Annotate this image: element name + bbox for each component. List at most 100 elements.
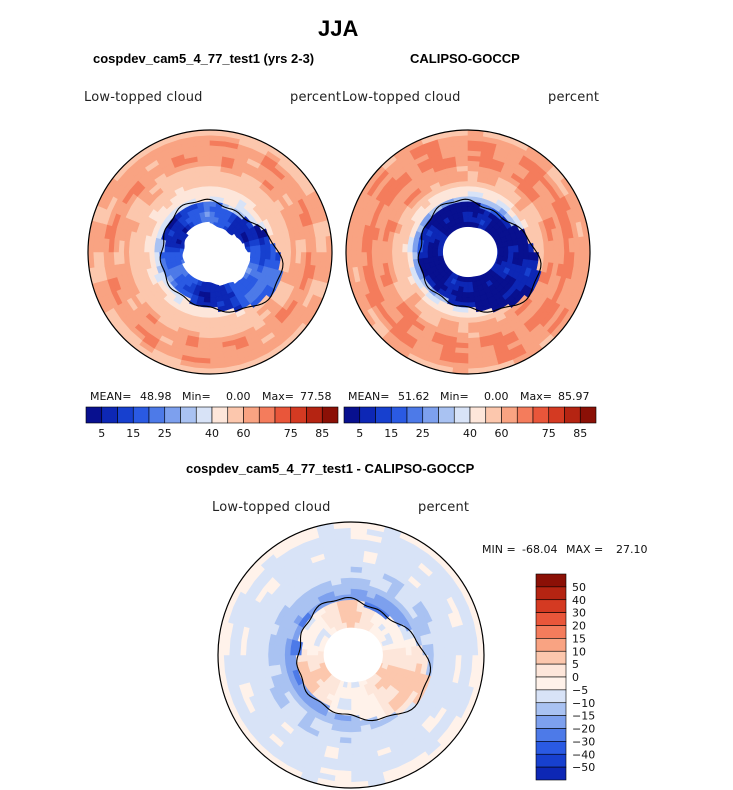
colorbar-swatch xyxy=(535,741,567,755)
colorbar-tick-label: 40 xyxy=(205,427,219,440)
field-cell xyxy=(400,654,407,663)
field-cell xyxy=(203,205,211,212)
field-cell xyxy=(153,244,160,253)
field-cell xyxy=(518,244,525,253)
field-cell xyxy=(200,317,211,324)
field-cell xyxy=(267,654,275,667)
field-cell xyxy=(343,599,352,606)
field-cell xyxy=(260,251,267,260)
colorbar-swatch xyxy=(406,406,424,424)
colorbar-tick-label: 5 xyxy=(356,427,363,440)
field-cell xyxy=(459,307,469,314)
field-cell xyxy=(350,720,361,728)
field-cell xyxy=(467,297,475,304)
panel-a-title: cospdev_cam5_4_77_test1 (yrs 2-3) xyxy=(93,51,315,66)
field-cell xyxy=(346,621,352,628)
field-cell xyxy=(138,251,145,262)
colorbar-tick-label: 15 xyxy=(126,427,140,440)
field-cell xyxy=(203,292,211,299)
field-cell xyxy=(406,251,413,261)
colorbar-swatch xyxy=(535,612,567,626)
field-cell xyxy=(250,245,257,253)
polar-map-model xyxy=(87,129,333,375)
field-cell xyxy=(163,251,170,259)
colorbar-swatch xyxy=(227,406,244,424)
colorbar-tick-label: 75 xyxy=(284,427,298,440)
colorbar-tick-label: 30 xyxy=(572,607,586,620)
colorbar-swatch xyxy=(535,753,567,768)
field-cell xyxy=(265,251,272,261)
colorbar-swatch xyxy=(321,406,339,424)
colorbar-swatch xyxy=(274,406,292,424)
panel-a-units: percent xyxy=(290,90,342,105)
colorbar-swatch xyxy=(535,702,567,716)
panel-b-max-value: 85.97 xyxy=(558,390,590,403)
colorbar-tick-label: −15 xyxy=(572,710,595,723)
colorbar-tick-label: −30 xyxy=(572,735,595,748)
panel-c-title: cospdev_cam5_4_77_test1 - CALIPSO-GOCCP xyxy=(186,461,475,476)
colorbar-swatch xyxy=(390,406,408,424)
field-cell xyxy=(497,247,504,253)
field-cell xyxy=(411,645,418,656)
colorbar-swatch xyxy=(290,406,307,424)
panel-a-mean-value: 48.98 xyxy=(140,390,172,403)
field-cell xyxy=(209,205,217,212)
colorbar-swatch xyxy=(535,676,567,691)
colorbar-tick-label: −40 xyxy=(572,748,595,761)
field-cell xyxy=(467,292,475,299)
panel-c-max-label: MAX = xyxy=(566,543,604,556)
colorbar-tick-label: −10 xyxy=(572,697,595,710)
coastline xyxy=(159,198,284,313)
field-cell xyxy=(462,211,469,218)
field-cell xyxy=(341,588,352,595)
field-cell xyxy=(421,251,428,259)
field-cell xyxy=(405,654,413,664)
colorbar-model: 515254060758595 xyxy=(85,406,339,440)
field-cell xyxy=(350,604,358,612)
colorbar-swatch xyxy=(535,573,567,588)
colorbar-swatch xyxy=(501,406,518,424)
panel-c-variable: Low-topped cloud xyxy=(212,500,331,515)
panel-b-min-value: 0.00 xyxy=(484,390,509,403)
field-cell xyxy=(306,654,313,662)
colorbar-swatch xyxy=(535,766,567,781)
field-cell xyxy=(437,251,444,257)
field-cell xyxy=(289,654,297,664)
colorbar-swatch xyxy=(564,406,581,424)
colorbar-tick-label: 85 xyxy=(315,427,329,440)
panel-c-max-value: 27.10 xyxy=(616,543,648,556)
field-cell xyxy=(350,693,358,700)
colorbar-swatch xyxy=(535,650,567,665)
field-cells xyxy=(345,129,591,375)
field-cell xyxy=(350,731,363,739)
field-cell xyxy=(203,200,211,207)
field-cell xyxy=(344,698,352,706)
field-cell xyxy=(270,251,277,261)
colorbar-tick-label: 75 xyxy=(542,427,556,440)
field-cell xyxy=(523,243,530,253)
coastline xyxy=(417,198,542,313)
colorbar-tick-label: 0 xyxy=(572,671,579,684)
field-cell xyxy=(341,720,352,728)
missing-data-region xyxy=(182,223,251,286)
field-cell xyxy=(458,317,469,324)
field-cell xyxy=(278,645,286,656)
field-cell xyxy=(209,317,220,324)
colorbar-swatch xyxy=(243,406,260,424)
field-cell xyxy=(284,654,291,665)
field-cell xyxy=(153,251,160,260)
panel-b-min-label: Min= xyxy=(440,390,469,403)
field-cell xyxy=(344,604,352,612)
field-cell xyxy=(389,648,396,656)
field-cell xyxy=(209,297,217,304)
colorbar-swatch xyxy=(535,586,567,601)
colorbar-swatch xyxy=(535,689,567,704)
field-cell xyxy=(341,715,352,722)
panel-a-min-label: Min= xyxy=(182,390,211,403)
field-cell xyxy=(508,245,515,253)
field-cell xyxy=(339,571,352,579)
colorbar-swatch xyxy=(132,406,150,424)
colorbar-tick-label: 15 xyxy=(384,427,398,440)
field-cell xyxy=(340,577,352,584)
